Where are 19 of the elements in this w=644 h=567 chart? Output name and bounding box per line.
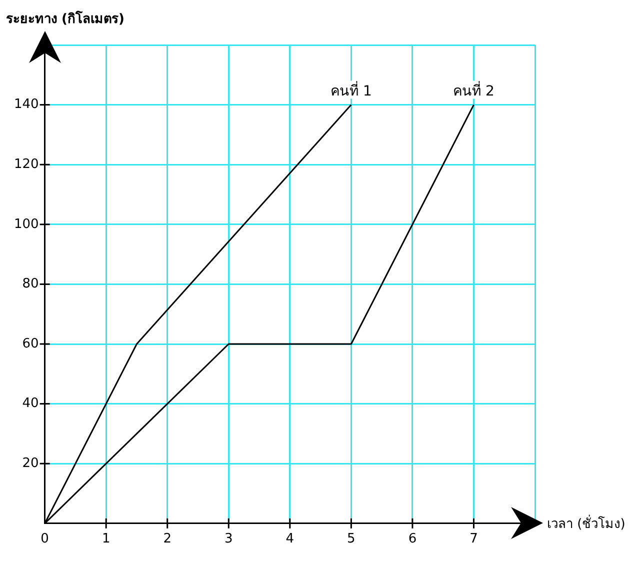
x-tick-label: 0 xyxy=(40,532,49,547)
x-tick-label: 2 xyxy=(163,532,172,547)
y-tick-label: 140 xyxy=(14,97,39,112)
x-tick-label: 7 xyxy=(470,532,478,547)
x-tick-label: 1 xyxy=(102,532,110,547)
y-tick-label: 100 xyxy=(14,216,39,232)
x-tick-label: 4 xyxy=(286,532,294,547)
x-tick-label: 5 xyxy=(347,532,356,547)
y-tick-label: 80 xyxy=(22,276,39,292)
x-tick-label: 3 xyxy=(224,532,233,547)
y-tick-label: 40 xyxy=(22,396,39,412)
y-axis-title: ระยะทาง (กิโลเมตร) xyxy=(6,10,124,29)
y-tick-label: 20 xyxy=(22,456,39,471)
y-tick-label: 120 xyxy=(14,156,39,172)
series-label: คนที่ 1 xyxy=(330,81,372,100)
x-tick-label: 6 xyxy=(408,532,417,547)
series-label: คนที่ 2 xyxy=(453,81,494,100)
y-tick-label: 60 xyxy=(22,336,39,352)
x-axis-title: เวลา (ชั่วโมง) xyxy=(547,514,626,534)
